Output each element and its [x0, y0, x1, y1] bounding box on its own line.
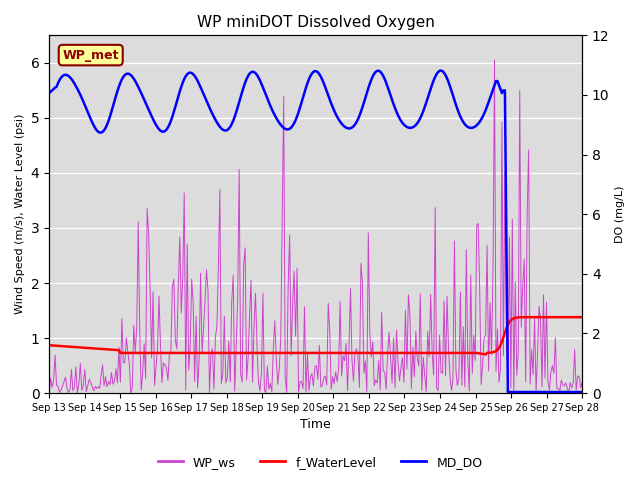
- Y-axis label: DO (mg/L): DO (mg/L): [615, 185, 625, 243]
- Title: WP miniDOT Dissolved Oxygen: WP miniDOT Dissolved Oxygen: [196, 15, 435, 30]
- X-axis label: Time: Time: [300, 419, 331, 432]
- Text: WP_met: WP_met: [63, 48, 119, 61]
- Legend: WP_ws, f_WaterLevel, MD_DO: WP_ws, f_WaterLevel, MD_DO: [152, 451, 488, 474]
- Y-axis label: Wind Speed (m/s), Water Level (psi): Wind Speed (m/s), Water Level (psi): [15, 114, 25, 314]
